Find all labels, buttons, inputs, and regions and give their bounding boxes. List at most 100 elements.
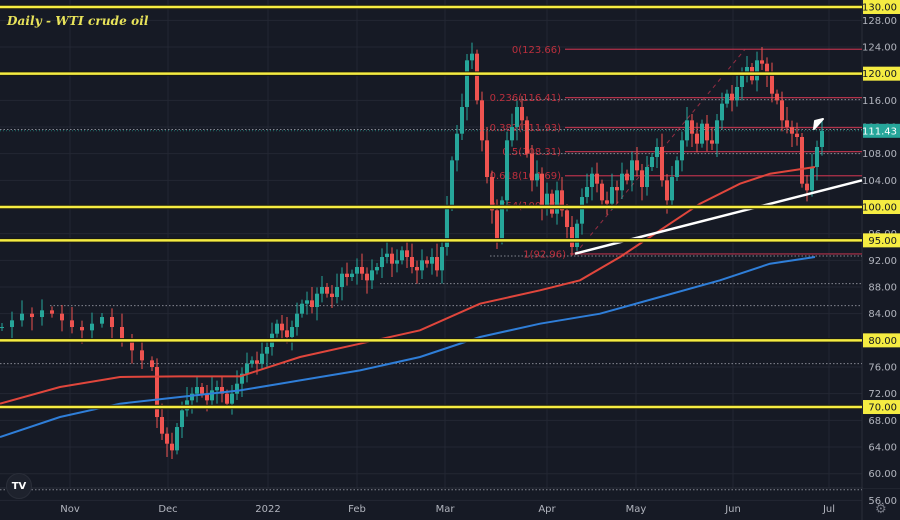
- candle-up[interactable]: [10, 320, 14, 328]
- candle-up[interactable]: [820, 130, 824, 148]
- candle-up[interactable]: [0, 327, 4, 329]
- candle-up[interactable]: [275, 323, 279, 334]
- candle-up[interactable]: [580, 197, 584, 224]
- candle-up[interactable]: [395, 260, 399, 264]
- candle-down[interactable]: [640, 170, 644, 188]
- candle-up[interactable]: [300, 303, 304, 314]
- candle-down[interactable]: [480, 100, 484, 141]
- candle-up[interactable]: [450, 160, 454, 208]
- candle-down[interactable]: [550, 193, 554, 214]
- candle-down[interactable]: [325, 287, 329, 294]
- candle-down[interactable]: [170, 443, 174, 451]
- candle-down[interactable]: [530, 153, 534, 181]
- candle-up[interactable]: [40, 310, 44, 318]
- candle-down[interactable]: [205, 393, 209, 401]
- candle-down[interactable]: [285, 330, 289, 338]
- candle-down[interactable]: [60, 313, 64, 321]
- candle-down[interactable]: [800, 137, 804, 184]
- candle-up[interactable]: [460, 107, 464, 134]
- candle-up[interactable]: [295, 313, 299, 328]
- candle-up[interactable]: [680, 140, 684, 161]
- candle-down[interactable]: [30, 313, 34, 318]
- candle-down[interactable]: [730, 93, 734, 101]
- candle-up[interactable]: [90, 323, 94, 331]
- candle-down[interactable]: [120, 327, 124, 341]
- candle-up[interactable]: [740, 73, 744, 88]
- candle-up[interactable]: [650, 157, 654, 168]
- candle-up[interactable]: [725, 93, 729, 104]
- candle-down[interactable]: [160, 417, 164, 434]
- candle-down[interactable]: [520, 107, 524, 121]
- candle-down[interactable]: [80, 327, 84, 331]
- candle-down[interactable]: [435, 257, 439, 271]
- candle-up[interactable]: [100, 317, 104, 324]
- candle-up[interactable]: [465, 60, 469, 108]
- candle-down[interactable]: [345, 273, 349, 278]
- candle-up[interactable]: [590, 173, 594, 188]
- support-trendline[interactable]: [574, 179, 863, 255]
- candle-up[interactable]: [350, 273, 354, 278]
- candle-up[interactable]: [445, 207, 449, 248]
- candle-down[interactable]: [565, 210, 569, 228]
- candle-up[interactable]: [175, 427, 179, 451]
- candle-up[interactable]: [340, 273, 344, 288]
- candle-down[interactable]: [150, 360, 154, 368]
- candle-up[interactable]: [180, 410, 184, 428]
- candle-down[interactable]: [785, 120, 789, 128]
- candle-down[interactable]: [525, 120, 529, 154]
- candle-up[interactable]: [215, 387, 219, 391]
- candle-down[interactable]: [255, 360, 259, 364]
- candle-up[interactable]: [240, 373, 244, 384]
- moving-average-blue[interactable]: [0, 256, 816, 438]
- candle-down[interactable]: [200, 387, 204, 394]
- arrow-annotation-icon[interactable]: [813, 118, 824, 130]
- candle-down[interactable]: [415, 267, 419, 271]
- tradingview-logo-icon[interactable]: TV: [6, 473, 32, 499]
- candle-up[interactable]: [575, 223, 579, 248]
- candle-up[interactable]: [440, 247, 444, 271]
- candle-down[interactable]: [625, 173, 629, 181]
- candle-down[interactable]: [775, 93, 779, 101]
- candle-up[interactable]: [810, 167, 814, 191]
- candle-down[interactable]: [710, 140, 714, 144]
- candle-down[interactable]: [140, 350, 144, 361]
- candle-up[interactable]: [610, 187, 614, 204]
- candle-down[interactable]: [760, 60, 764, 64]
- candle-down[interactable]: [615, 187, 619, 191]
- candle-down[interactable]: [220, 387, 224, 394]
- candle-up[interactable]: [655, 147, 659, 158]
- candle-up[interactable]: [430, 257, 434, 264]
- candle-down[interactable]: [605, 200, 609, 204]
- candle-up[interactable]: [320, 287, 324, 294]
- candle-up[interactable]: [20, 313, 24, 321]
- candle-up[interactable]: [245, 363, 249, 374]
- candle-down[interactable]: [805, 183, 809, 191]
- candle-down[interactable]: [635, 160, 639, 171]
- candle-up[interactable]: [265, 347, 269, 354]
- candle-down[interactable]: [330, 293, 334, 298]
- candle-down[interactable]: [570, 227, 574, 248]
- candle-down[interactable]: [560, 190, 564, 211]
- candle-up[interactable]: [755, 60, 759, 81]
- price-axis[interactable]: 128.00124.00116.00112.00108.00104.0096.0…: [862, 0, 900, 507]
- candle-down[interactable]: [155, 367, 159, 418]
- candle-up[interactable]: [555, 190, 559, 214]
- candle-up[interactable]: [210, 390, 214, 401]
- candle-up[interactable]: [230, 393, 234, 404]
- candle-up[interactable]: [735, 87, 739, 101]
- candle-down[interactable]: [595, 173, 599, 184]
- candle-up[interactable]: [250, 360, 254, 364]
- candle-down[interactable]: [540, 173, 544, 208]
- candle-down[interactable]: [410, 257, 414, 268]
- candle-up[interactable]: [305, 300, 309, 304]
- candle-down[interactable]: [365, 273, 369, 281]
- candle-down[interactable]: [600, 183, 604, 201]
- candle-up[interactable]: [380, 257, 384, 268]
- candle-up[interactable]: [545, 193, 549, 208]
- candle-up[interactable]: [400, 250, 404, 261]
- candle-down[interactable]: [360, 267, 364, 274]
- candle-up[interactable]: [535, 173, 539, 181]
- candle-up[interactable]: [500, 200, 504, 241]
